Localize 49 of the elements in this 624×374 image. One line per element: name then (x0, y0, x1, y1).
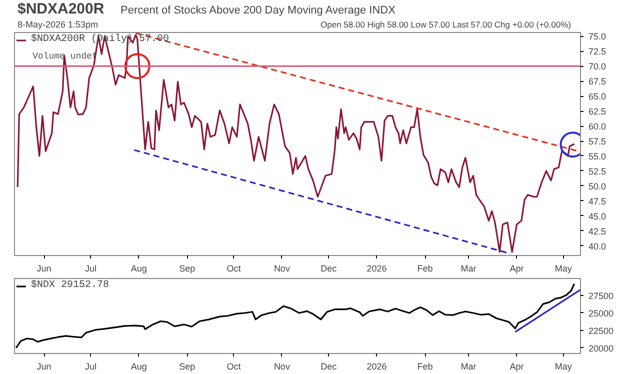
y-tick-label: 45.0 (588, 211, 606, 222)
y-tick-label: 62.5 (588, 106, 606, 117)
x-tick-label: Feb (417, 362, 433, 372)
x-tick-label: Oct (226, 362, 242, 372)
y-tick-label: 20000 (588, 343, 614, 354)
chart-subtitle: Percent of Stocks Above 200 Day Moving Average INDX (120, 4, 396, 16)
x-tick-label: Apr (510, 264, 524, 274)
x-tick-label: Sep (179, 362, 196, 372)
y-tick-label: 27500 (588, 290, 614, 301)
x-tick-label: Mar (460, 362, 476, 372)
y-tick-label: 50.0 (588, 181, 606, 192)
text: 8-May-2026 1:53pm (18, 20, 98, 30)
x-tick-label: Jul (84, 264, 96, 274)
y-tick-label: 42.5 (588, 226, 606, 236)
x-tick-label: Aug (130, 362, 147, 372)
x-tick-label: Jul (84, 362, 96, 372)
x-tick-label: Oct (226, 264, 242, 274)
x-tick-label: Feb (417, 264, 433, 274)
y-tick-label: 60.0 (588, 122, 606, 132)
x-tick-label: Nov (274, 362, 290, 372)
y-tick-label: 72.5 (588, 46, 606, 57)
x-tick-label: Jun (36, 264, 52, 274)
x-tick-label: Sep (179, 264, 196, 274)
x-tick-label: Dec (320, 362, 338, 372)
y-tick-label: 65.0 (588, 92, 606, 102)
x-tick-label: Mar (460, 264, 476, 274)
y-tick-label: 55.0 (588, 151, 606, 162)
x-tick-label: Nov (274, 264, 290, 274)
x-tick-label: May (554, 362, 572, 372)
y-tick-label: 22500 (588, 326, 614, 336)
y-tick-label: 57.5 (588, 136, 606, 147)
y-tick-label: 67.5 (588, 76, 606, 87)
line-series (16, 34, 576, 253)
chart-title: $NDXA200R (18, 0, 104, 18)
y-tick-label: 52.5 (588, 166, 606, 176)
text: Open 58.00 High 58.00 Low 57.00 Last 57.00 Chg +0.00 (+0.00%) (320, 20, 572, 30)
x-tick-label: 2026 (366, 362, 387, 372)
x-tick-label: Aug (130, 264, 147, 274)
x-tick-label: Dec (320, 264, 338, 274)
x-tick-label: Jun (36, 362, 52, 372)
y-tick-label: 47.5 (588, 196, 606, 206)
y-tick-label: 25000 (588, 308, 614, 318)
y-tick-label: 40.0 (588, 241, 606, 252)
y-tick-label: 75.0 (588, 32, 606, 42)
x-tick-label: 2026 (366, 264, 387, 274)
x-tick-label: Apr (510, 362, 524, 372)
x-tick-label: May (554, 264, 572, 274)
y-tick-label: 70.0 (588, 62, 606, 72)
legend-label: $NDX 29152.78 (31, 280, 110, 291)
